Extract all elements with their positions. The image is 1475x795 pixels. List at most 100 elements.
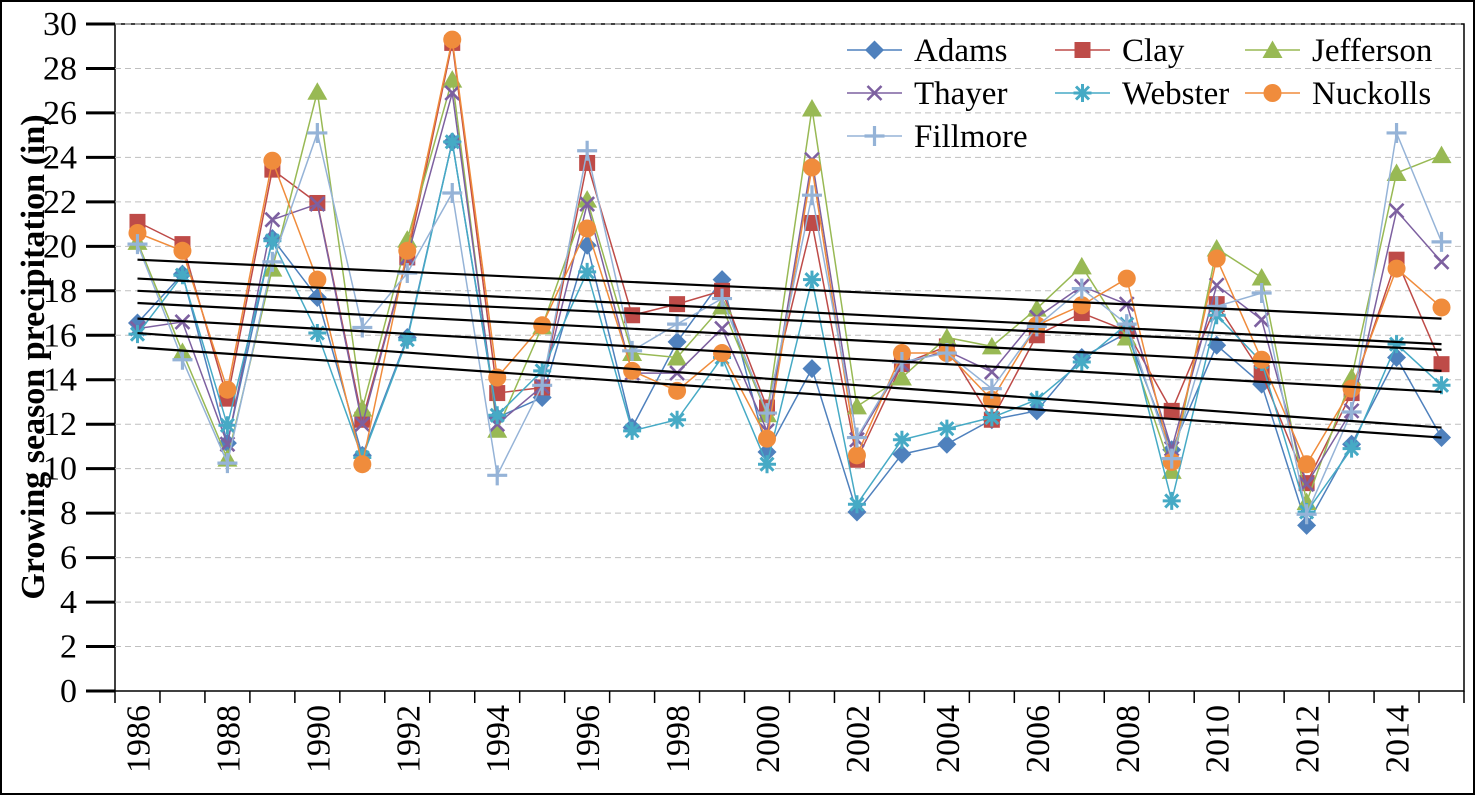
y-axis-title: Growing season precipitation (in) [15,114,52,599]
circle-marker [1263,84,1282,102]
y-tick-label: 2 [60,629,77,666]
legend-item-nuckolls: Nuckolls [1245,76,1431,112]
series-fillmore [127,122,1452,525]
circle-marker [1387,259,1406,278]
x-tick-label: 1994 [480,705,517,773]
y-tick-label: 26 [43,95,77,132]
y-tick-label: 4 [60,584,77,621]
plus-marker [577,140,598,161]
star-marker [758,455,777,474]
triangle-marker [442,70,463,88]
star-marker [308,324,327,343]
diamond-marker [1387,348,1407,367]
plus-marker [846,427,867,448]
x-tick-label: 1988 [210,705,247,773]
circle-marker [308,270,327,289]
legend-item-jefferson: Jefferson [1245,33,1432,69]
trendline [137,317,1442,394]
legend: Adams Clay Jefferson Thayer Webster Nuckolls F… [847,33,1432,155]
x-tick-label: 2008 [1110,705,1147,773]
star-marker [533,361,552,380]
y-tick-label: 22 [43,184,77,221]
star-marker [1342,439,1361,458]
plus-marker [172,349,193,370]
x-tick-label: 2006 [1020,705,1057,773]
triangle-marker [801,98,822,117]
circle-marker [218,380,237,399]
star-marker [128,325,147,344]
triangle-marker [487,420,508,438]
square-marker [669,296,686,313]
y-tick-label: 10 [43,451,77,488]
circle-marker [1297,455,1316,474]
plus-marker [352,317,373,338]
circle-marker [398,241,417,260]
plus-marker [1341,401,1362,422]
x-marker [1388,202,1405,219]
plus-marker [712,288,733,309]
star-marker [668,410,687,429]
trendline [137,258,1442,320]
y-tick-label: 28 [43,50,77,87]
y-tick-label: 18 [43,273,77,310]
triangle-marker [1431,145,1452,164]
star-marker [623,421,642,440]
triangle-marker [307,82,328,100]
circle-marker [578,219,597,238]
y-tick-label: 12 [43,406,77,443]
x-tick-label: 2012 [1290,705,1327,773]
legend-label: Webster [1122,76,1229,112]
trendline [137,346,1442,439]
x-tick-label: 2014 [1380,705,1417,773]
circle-marker [1072,296,1091,315]
diamond-marker [892,444,912,464]
star-marker [937,419,956,438]
circle-marker [668,381,687,400]
x-marker [866,85,883,101]
star-marker [1162,491,1181,510]
circle-marker [758,429,777,448]
circle-marker [353,455,372,474]
plus-marker [442,182,463,203]
y-tick-label: 20 [43,228,77,265]
diamond-marker [1297,515,1317,535]
series-line-adams [136,141,1443,528]
plus-marker [1116,314,1137,335]
legend-label: Nuckolls [1312,76,1431,112]
plus-marker [864,126,885,146]
triangle-marker [981,336,1002,355]
y-tick-label: 16 [43,317,77,354]
star-marker [1027,390,1046,409]
triangle-marker [397,230,418,248]
plus-marker [127,234,148,255]
series-nuckolls [128,30,1451,474]
triangle-marker [891,368,912,386]
triangle-marker [1071,256,1092,275]
triangle-marker [1386,163,1407,181]
circle-marker [1342,379,1361,398]
star-marker [1387,335,1406,354]
legend-item-fillmore: Fillmore [847,119,1028,155]
x-tick-label: 1998 [660,705,697,773]
star-marker [847,495,866,514]
x-tick-label: 2002 [840,705,877,773]
legend-label: Jefferson [1312,33,1432,69]
plus-marker [262,251,283,272]
star-marker [982,408,1001,427]
star-marker [263,231,282,250]
series-line-fillmore [136,130,1443,517]
x-marker [579,196,596,213]
legend-item-webster: Webster [1055,76,1229,112]
circle-marker [263,151,282,170]
plus-marker [1296,504,1317,525]
diamond-marker [865,40,884,60]
circle-marker [713,344,732,363]
square-marker [1163,402,1180,419]
plus-marker [622,340,643,361]
plus-marker [1071,278,1092,299]
circle-marker [1207,249,1226,268]
circle-marker [623,361,642,380]
x-marker [309,196,326,213]
plus-marker [217,453,238,474]
